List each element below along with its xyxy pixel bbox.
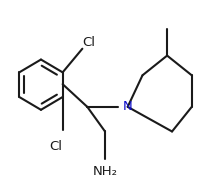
Text: Cl: Cl	[82, 36, 95, 49]
Text: Cl: Cl	[49, 140, 62, 153]
Text: N: N	[123, 100, 132, 113]
Text: NH₂: NH₂	[92, 165, 117, 178]
